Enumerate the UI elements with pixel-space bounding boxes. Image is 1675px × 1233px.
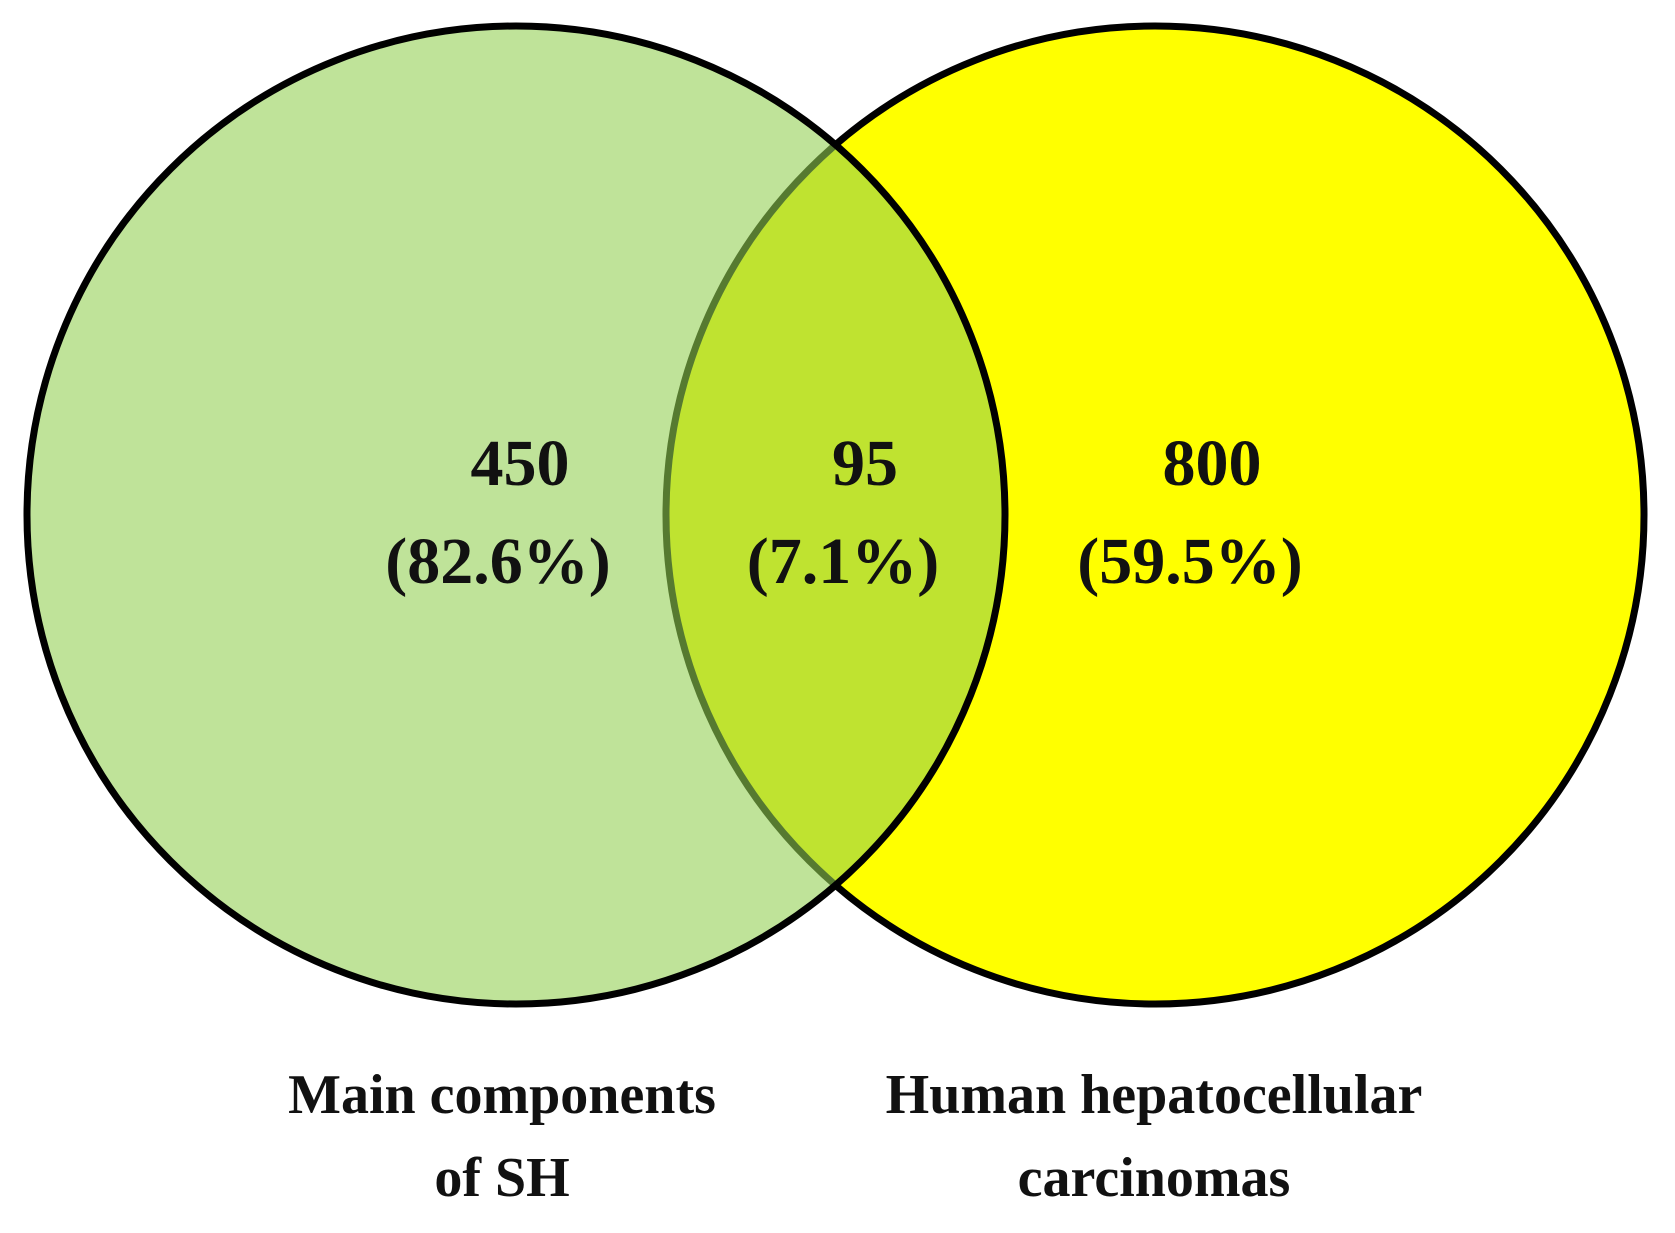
region-percentage: (7.1%): [747, 525, 939, 598]
set-label: of SH: [434, 1147, 569, 1209]
set-label: Human hepatocellular: [886, 1064, 1423, 1126]
region-count: 800: [1163, 427, 1262, 500]
region-percentage: (82.6%): [385, 525, 610, 598]
set-circle: [23, 22, 1009, 1008]
region-count: 450: [471, 427, 570, 500]
set-label: carcinomas: [1018, 1147, 1291, 1209]
region-count: 95: [832, 427, 898, 500]
set-label: Main components: [288, 1064, 716, 1126]
region-percentage: (59.5%): [1077, 525, 1302, 598]
